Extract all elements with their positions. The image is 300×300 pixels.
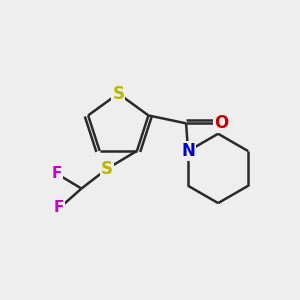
Text: S: S bbox=[101, 160, 113, 178]
Text: F: F bbox=[53, 200, 64, 215]
Text: O: O bbox=[214, 114, 228, 132]
Text: F: F bbox=[52, 166, 62, 181]
Text: S: S bbox=[112, 85, 124, 103]
Text: N: N bbox=[181, 142, 195, 160]
Text: N: N bbox=[181, 142, 195, 160]
